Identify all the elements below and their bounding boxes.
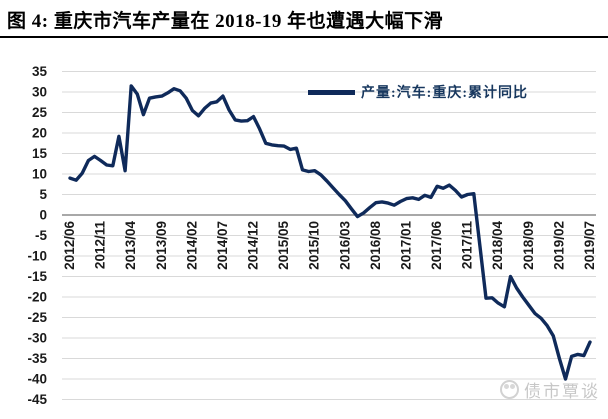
- y-tick-label: -45: [27, 392, 47, 407]
- x-tick-label: 2016/08: [368, 221, 383, 270]
- y-tick-label: 15: [32, 146, 48, 161]
- x-tick-label: 2016/03: [337, 221, 352, 270]
- legend-line-swatch: [308, 89, 355, 95]
- x-tick-label: 2012/06: [62, 221, 77, 270]
- x-tick-label: 2019/02: [551, 221, 566, 270]
- legend-label: 产量:汽车:重庆:累计同比: [361, 86, 528, 101]
- y-tick-label: 25: [32, 105, 48, 120]
- watermark-logo-icon: [500, 380, 519, 399]
- x-tick-label: 2012/11: [93, 221, 108, 270]
- x-tick-label: 2019/07: [582, 221, 597, 270]
- x-tick-label: 2014/02: [184, 221, 199, 270]
- chart-legend: 产量:汽车:重庆:累计同比: [308, 82, 528, 102]
- y-tick-label: 20: [32, 126, 47, 141]
- x-tick-label: 2018/09: [521, 221, 536, 270]
- y-tick-label: 35: [32, 64, 48, 79]
- x-tick-label: 2018/04: [490, 221, 505, 270]
- y-tick-label: -20: [27, 290, 47, 305]
- x-tick-label: 2017/01: [398, 221, 413, 270]
- y-tick-label: -5: [35, 228, 47, 243]
- x-tick-label: 2014/07: [215, 221, 230, 270]
- chart-title: 图 4: 重庆市汽车产量在 2018-19 年也遭遇大幅下滑: [7, 11, 444, 32]
- watermark-text: 债市覃谈: [524, 382, 600, 401]
- y-tick-label: -10: [27, 249, 47, 264]
- y-tick-label: -35: [27, 351, 47, 366]
- watermark: 债市覃谈: [500, 377, 600, 402]
- x-tick-label: 2015/05: [276, 221, 291, 270]
- y-tick-label: -40: [27, 372, 47, 387]
- x-tick-label: 2013/04: [123, 221, 138, 270]
- title-divider: [0, 36, 608, 38]
- x-tick-label: 2014/12: [246, 221, 261, 270]
- y-tick-label: -30: [27, 331, 47, 346]
- x-tick-label: 2015/10: [307, 221, 322, 270]
- y-tick-label: 10: [32, 167, 47, 182]
- x-tick-label: 2017/11: [460, 221, 475, 270]
- y-tick-label: 0: [39, 208, 47, 223]
- x-tick-label: 2017/06: [429, 221, 444, 270]
- series-line: [68, 84, 592, 381]
- y-tick-label: 30: [32, 85, 47, 100]
- y-tick-label: 5: [39, 187, 47, 202]
- y-tick-label: -15: [27, 269, 47, 284]
- y-tick-label: -25: [27, 310, 47, 325]
- x-tick-label: 2013/09: [154, 221, 169, 270]
